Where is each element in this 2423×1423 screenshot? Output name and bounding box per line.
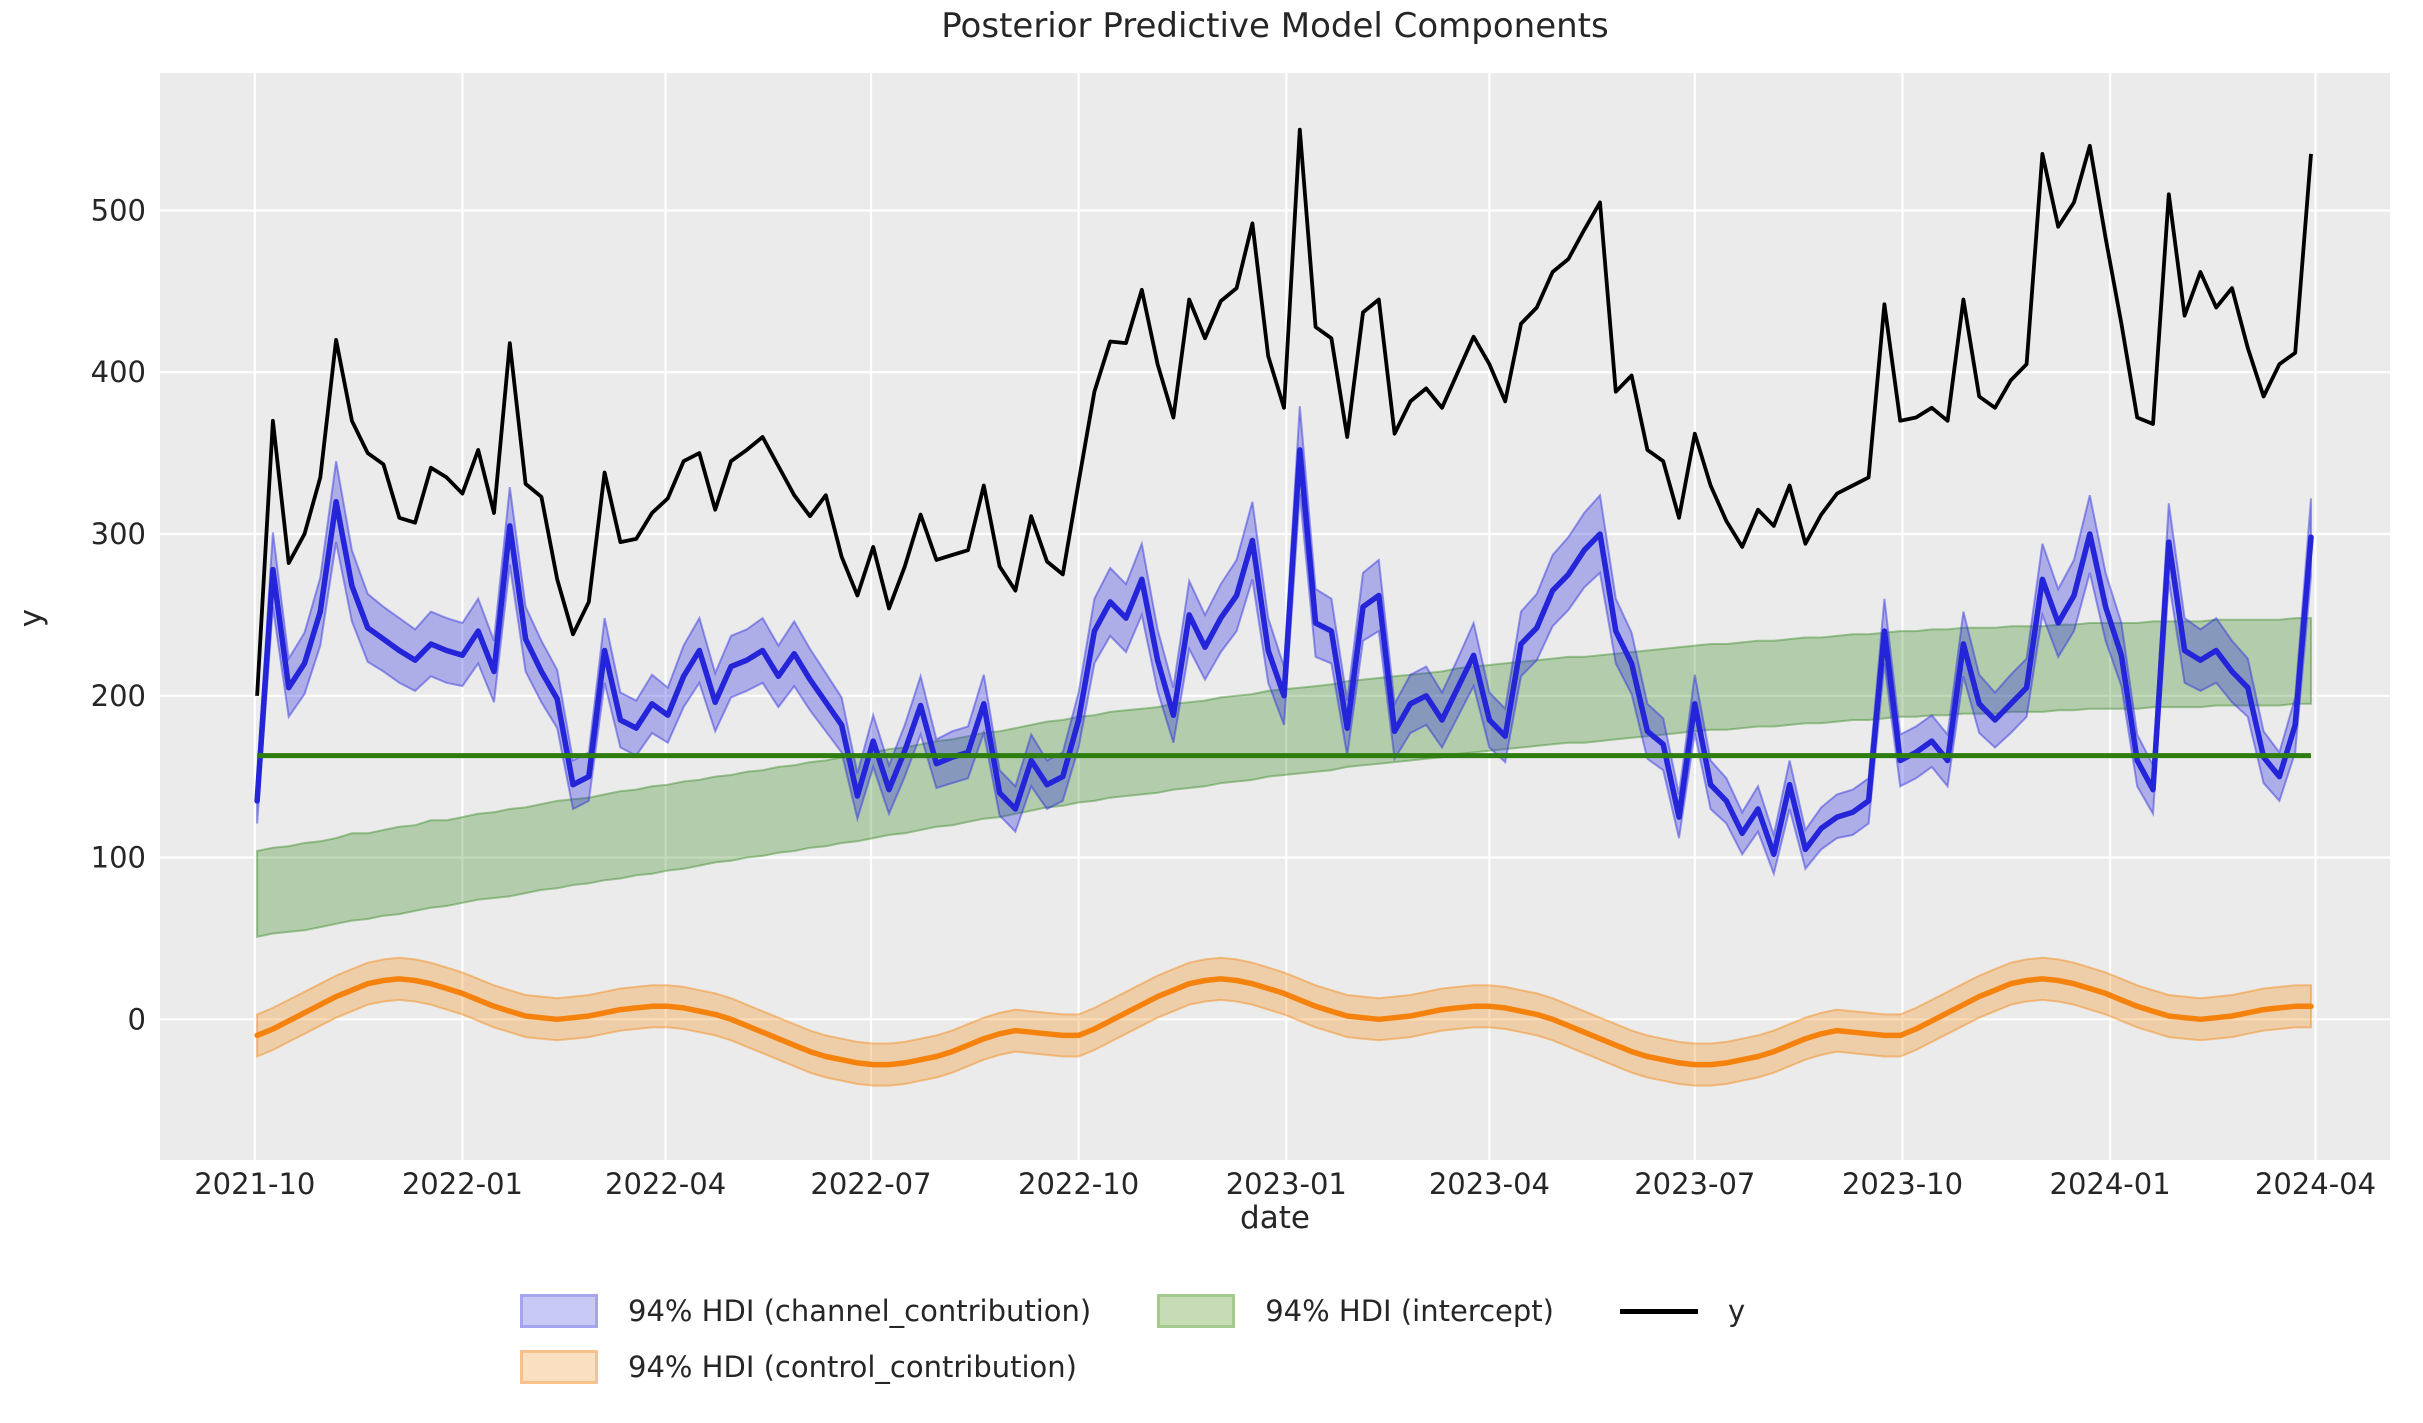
svg-text:500: 500 bbox=[91, 194, 146, 228]
svg-text:2023-10: 2023-10 bbox=[1842, 1167, 1963, 1201]
legend-item-intercept-hdi: 94% HDI (intercept) bbox=[1157, 1294, 1554, 1328]
x-axis-label: date bbox=[1240, 1200, 1310, 1236]
y-line-swatch bbox=[1619, 1308, 1698, 1314]
legend-label-channel-hdi: 94% HDI (channel_contribution) bbox=[628, 1294, 1092, 1328]
svg-text:2023-01: 2023-01 bbox=[1226, 1167, 1347, 1201]
svg-text:2023-07: 2023-07 bbox=[1634, 1167, 1755, 1201]
svg-text:400: 400 bbox=[91, 355, 146, 389]
intercept-hdi-swatch bbox=[1157, 1294, 1236, 1328]
svg-text:2022-04: 2022-04 bbox=[605, 1167, 726, 1201]
svg-text:300: 300 bbox=[91, 517, 146, 551]
chart-title: Posterior Predictive Model Components bbox=[941, 6, 1609, 46]
legend-item-channel-hdi: 94% HDI (channel_contribution) bbox=[520, 1294, 1091, 1328]
x-tick-labels: 2021-10 2022-01 2022-04 2022-07 2022-10 2023-… bbox=[194, 1167, 2376, 1201]
control-hdi-band bbox=[256, 956, 2312, 1087]
y-tick-labels: 0 100 200 300 400 500 bbox=[91, 194, 146, 1037]
legend: 94% HDI (channel_contribution) 94% HDI (… bbox=[520, 1294, 1745, 1406]
svg-text:2022-10: 2022-10 bbox=[1018, 1167, 1139, 1201]
gridlines bbox=[160, 73, 2390, 1160]
channel-mean-line bbox=[254, 447, 2314, 858]
legend-label-y: y bbox=[1727, 1294, 1746, 1328]
channel-hdi-swatch bbox=[520, 1294, 598, 1328]
svg-text:2021-10: 2021-10 bbox=[194, 1167, 315, 1201]
svg-text:200: 200 bbox=[91, 679, 146, 713]
intercept-hdi-band bbox=[256, 617, 2312, 939]
svg-text:0: 0 bbox=[128, 1002, 146, 1036]
svg-text:2024-01: 2024-01 bbox=[2050, 1167, 2171, 1201]
svg-text:100: 100 bbox=[91, 841, 146, 875]
plot-background bbox=[160, 73, 2390, 1160]
svg-text:2024-04: 2024-04 bbox=[2255, 1167, 2376, 1201]
legend-item-y: y bbox=[1619, 1294, 1746, 1328]
svg-text:2022-07: 2022-07 bbox=[810, 1167, 931, 1201]
svg-text:2022-01: 2022-01 bbox=[402, 1167, 523, 1201]
channel-hdi-band bbox=[256, 406, 2312, 878]
control-hdi-swatch bbox=[520, 1350, 598, 1384]
legend-row-2: 94% HDI (control_contribution) bbox=[520, 1350, 1745, 1384]
y-axis-label: y bbox=[13, 608, 49, 628]
y-line bbox=[255, 127, 2313, 696]
legend-row-1: 94% HDI (channel_contribution) 94% HDI (… bbox=[520, 1294, 1745, 1328]
svg-text:2023-04: 2023-04 bbox=[1429, 1167, 1550, 1201]
legend-label-control-hdi: 94% HDI (control_contribution) bbox=[628, 1350, 1077, 1384]
legend-item-control-hdi: 94% HDI (control_contribution) bbox=[520, 1350, 1077, 1384]
control-mean-line bbox=[254, 976, 2314, 1068]
legend-label-intercept-hdi: 94% HDI (intercept) bbox=[1265, 1294, 1554, 1328]
